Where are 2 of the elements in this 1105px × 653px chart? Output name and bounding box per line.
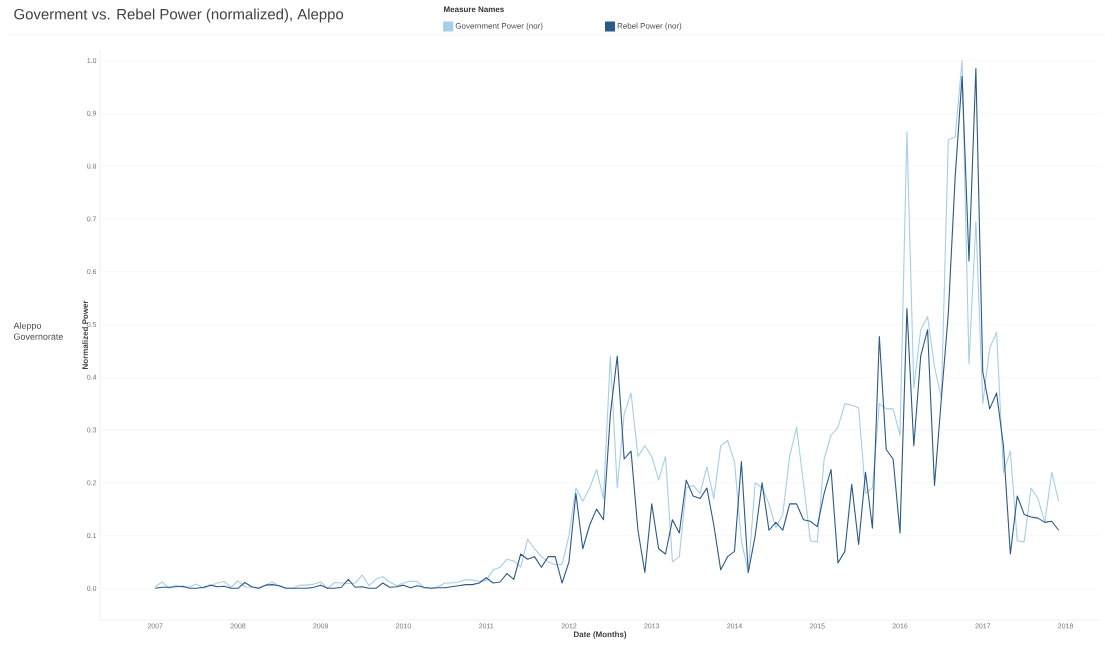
text: Aleppo Governorate (13, 322, 63, 340)
chart-title: Goverment vs. Rebel Power (normalized), Aleppo (14, 8, 344, 23)
